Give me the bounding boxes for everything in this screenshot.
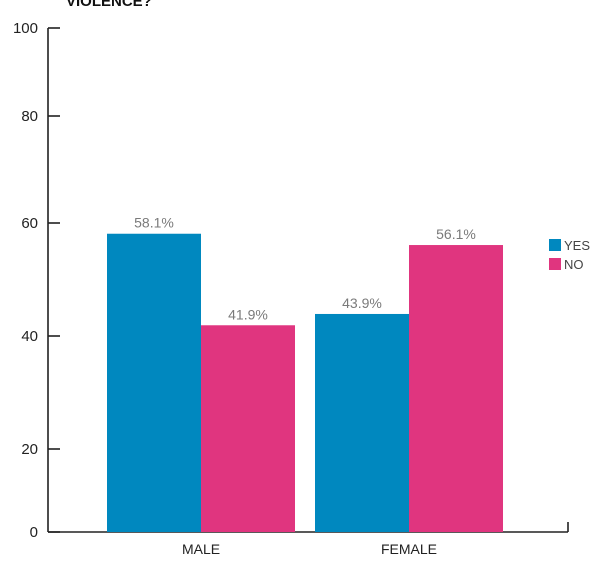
y-tick-label: 20 bbox=[21, 441, 38, 458]
y-tick-label: 40 bbox=[21, 328, 38, 345]
chart-title: VIOLENCE? bbox=[66, 0, 152, 10]
bars: 58.1% 41.9% 43.9% 56.1% bbox=[107, 215, 503, 533]
legend: YES NO bbox=[549, 238, 590, 272]
data-label: 58.1% bbox=[134, 215, 174, 231]
data-label: 56.1% bbox=[436, 226, 476, 242]
y-tick-label: 0 bbox=[30, 524, 38, 541]
bar bbox=[315, 313, 409, 532]
x-tick-label: FEMALE bbox=[381, 541, 437, 557]
bar bbox=[107, 233, 201, 533]
x-tick-label: MALE bbox=[182, 541, 220, 557]
y-tick-label: 80 bbox=[21, 108, 38, 125]
y-tick-label: 60 bbox=[21, 215, 38, 232]
y-tick-label: 100 bbox=[13, 20, 38, 37]
bar bbox=[409, 245, 503, 532]
bar bbox=[201, 325, 295, 532]
legend-label: YES bbox=[564, 238, 590, 253]
legend-label: NO bbox=[564, 257, 584, 272]
data-label: 43.9% bbox=[342, 295, 382, 311]
data-label: 41.9% bbox=[228, 306, 268, 322]
legend-swatch bbox=[549, 258, 561, 270]
legend-swatch bbox=[549, 239, 561, 251]
